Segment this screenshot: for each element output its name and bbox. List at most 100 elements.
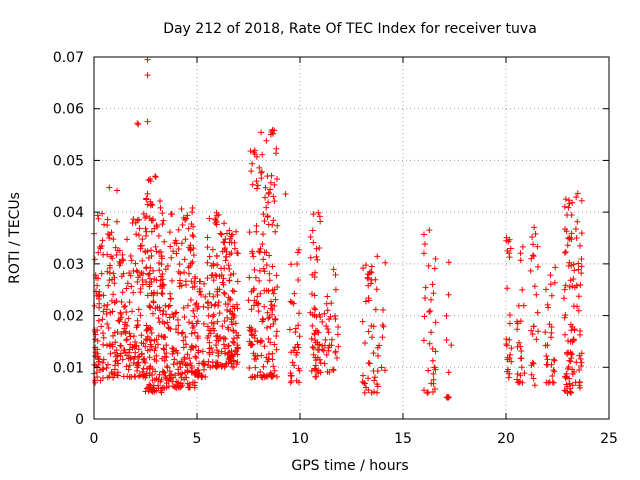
data-point: [164, 363, 171, 370]
data-point: [181, 376, 188, 383]
data-point: [106, 262, 113, 269]
data-point: [264, 324, 271, 331]
data-point: [135, 216, 142, 223]
data-point: [309, 227, 316, 234]
data-point: [258, 352, 265, 359]
data-point: [324, 293, 331, 300]
data-point: [311, 292, 318, 299]
data-point: [144, 326, 151, 333]
data-point: [312, 362, 319, 369]
data-point: [214, 318, 221, 325]
data-point: [307, 309, 314, 316]
data-point: [150, 382, 157, 389]
data-point: [204, 244, 211, 251]
data-point: [575, 260, 582, 267]
data-point: [274, 222, 281, 229]
data-point: [258, 129, 265, 136]
data-point: [178, 240, 185, 247]
data-point: [561, 331, 568, 338]
data-point: [332, 286, 339, 293]
data-point: [182, 236, 189, 243]
data-point: [135, 346, 142, 353]
data-point: [135, 359, 142, 366]
data-point: [118, 342, 125, 349]
data-point: [216, 310, 223, 317]
data-point: [221, 291, 228, 298]
data-point: [146, 283, 153, 290]
data-point: [191, 384, 198, 391]
data-point: [420, 250, 427, 257]
data-point: [309, 344, 316, 351]
data-point: [359, 318, 366, 325]
data-point: [210, 260, 217, 267]
data-point: [265, 199, 272, 206]
data-point: [258, 168, 265, 175]
data-point: [517, 343, 524, 350]
data-point: [212, 301, 219, 308]
data-point: [99, 330, 106, 337]
data-point: [506, 236, 513, 243]
data-point: [225, 326, 232, 333]
data-point: [362, 298, 369, 305]
data-point: [187, 297, 194, 304]
data-point: [261, 268, 268, 275]
data-point: [258, 373, 265, 380]
data-point: [314, 256, 321, 263]
data-point: [518, 364, 525, 371]
data-point: [254, 301, 261, 308]
data-point: [213, 346, 220, 353]
data-point: [228, 239, 235, 246]
data-point: [111, 371, 118, 378]
data-point: [571, 326, 578, 333]
data-point: [517, 372, 524, 379]
x-tick-label: 10: [291, 431, 309, 447]
data-point: [575, 293, 582, 300]
data-point: [368, 389, 375, 396]
data-point: [267, 186, 274, 193]
data-point: [252, 364, 259, 371]
data-point: [515, 339, 522, 346]
data-point: [111, 349, 118, 356]
data-point: [296, 333, 303, 340]
data-point: [233, 348, 240, 355]
data-point: [111, 362, 118, 369]
data-point: [153, 352, 160, 359]
data-point: [188, 330, 195, 337]
data-point: [159, 276, 166, 283]
data-point: [153, 248, 160, 255]
data-point: [371, 374, 378, 381]
data-point: [197, 278, 204, 285]
data-point: [360, 372, 367, 379]
data-point: [144, 190, 151, 197]
data-point: [205, 312, 212, 319]
data-point: [294, 249, 301, 256]
data-point: [573, 235, 580, 242]
data-point: [368, 269, 375, 276]
data-point: [271, 341, 278, 348]
data-point: [189, 231, 196, 238]
data-point: [257, 169, 264, 176]
data-point: [230, 339, 237, 346]
data-point: [175, 322, 182, 329]
data-point: [550, 367, 557, 374]
data-point: [215, 350, 222, 357]
data-point: [197, 288, 204, 295]
data-point: [219, 323, 226, 330]
data-point: [273, 373, 280, 380]
data-point: [171, 356, 178, 363]
data-point: [129, 344, 136, 351]
data-point: [222, 335, 229, 342]
data-point: [271, 181, 278, 188]
data-point: [551, 368, 558, 375]
data-point: [231, 305, 238, 312]
data-point: [95, 249, 102, 256]
data-point: [220, 335, 227, 342]
data-point: [293, 377, 300, 384]
data-point: [234, 249, 241, 256]
data-point: [152, 173, 159, 180]
data-point: [125, 366, 132, 373]
data-point: [161, 346, 168, 353]
data-point: [561, 203, 568, 210]
data-point: [94, 282, 101, 289]
